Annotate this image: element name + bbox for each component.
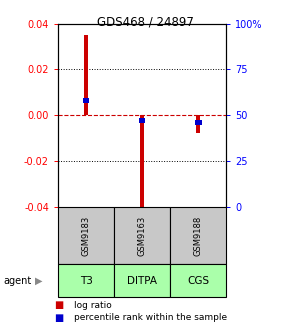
Bar xyxy=(84,35,88,115)
Bar xyxy=(196,115,200,133)
Bar xyxy=(195,120,202,125)
Text: ▶: ▶ xyxy=(35,276,43,286)
Text: agent: agent xyxy=(3,276,31,286)
Text: percentile rank within the sample: percentile rank within the sample xyxy=(74,313,227,322)
Text: log ratio: log ratio xyxy=(74,301,112,309)
Text: GDS468 / 24897: GDS468 / 24897 xyxy=(97,15,193,28)
Text: GSM9183: GSM9183 xyxy=(81,215,90,256)
Bar xyxy=(83,98,89,103)
Text: GSM9163: GSM9163 xyxy=(137,215,147,256)
Bar xyxy=(139,118,146,123)
Text: GSM9188: GSM9188 xyxy=(194,215,203,256)
Bar xyxy=(140,115,144,220)
Text: ■: ■ xyxy=(54,312,63,323)
Text: T3: T3 xyxy=(79,276,93,286)
Text: ■: ■ xyxy=(54,300,63,310)
Text: DITPA: DITPA xyxy=(127,276,157,286)
Text: CGS: CGS xyxy=(187,276,209,286)
